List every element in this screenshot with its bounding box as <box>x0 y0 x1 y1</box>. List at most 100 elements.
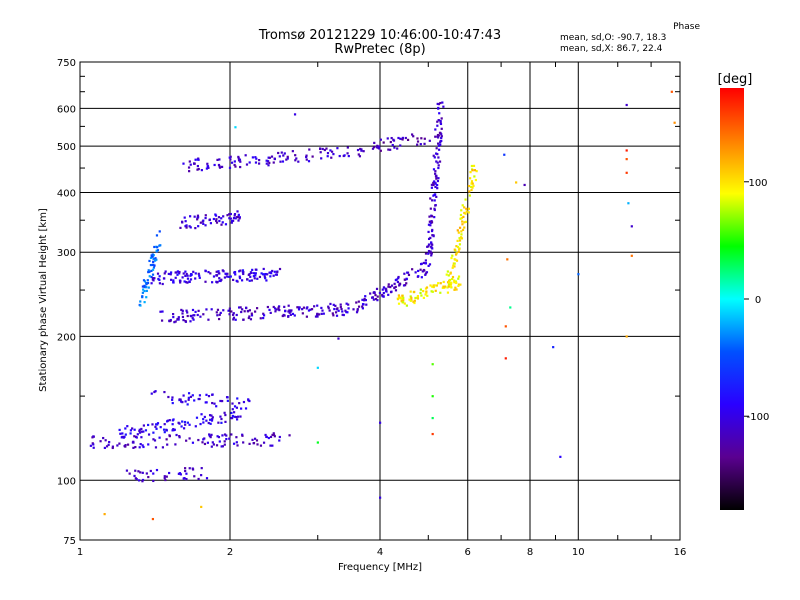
data-point <box>429 251 432 254</box>
data-point <box>470 188 473 192</box>
data-point <box>365 303 368 306</box>
data-point <box>231 414 234 418</box>
data-point <box>111 445 115 448</box>
data-point <box>99 440 102 443</box>
data-point <box>208 414 212 417</box>
data-point <box>165 438 168 441</box>
data-point <box>429 224 432 227</box>
data-point <box>448 278 452 282</box>
data-point <box>195 416 199 419</box>
data-point <box>158 275 161 278</box>
data-point <box>230 310 233 313</box>
data-point <box>416 140 420 143</box>
data-point <box>436 142 440 145</box>
data-point <box>356 148 360 152</box>
data-point <box>263 275 266 278</box>
data-point <box>379 496 382 499</box>
data-point <box>432 181 435 184</box>
data-point <box>431 247 434 250</box>
data-point <box>393 146 396 149</box>
data-point <box>435 147 438 150</box>
data-point <box>181 276 184 279</box>
data-point <box>205 308 208 311</box>
data-point <box>389 148 392 151</box>
data-point <box>142 430 145 433</box>
data-point <box>89 444 92 447</box>
data-point <box>427 264 430 267</box>
data-point <box>177 421 180 424</box>
data-point <box>210 308 213 311</box>
data-point <box>460 230 463 233</box>
data-point <box>199 422 202 426</box>
data-point <box>357 153 360 156</box>
data-point <box>175 433 178 437</box>
data-point <box>238 217 241 220</box>
data-point <box>437 156 440 159</box>
phase-stats-x-mode: mean, sd,X: 86.7, 22.4 <box>560 44 663 54</box>
data-point <box>413 301 416 305</box>
data-point <box>147 269 150 272</box>
data-point <box>150 282 153 285</box>
data-point <box>174 271 177 274</box>
data-point <box>398 295 401 298</box>
data-point <box>439 282 442 285</box>
data-point <box>239 165 242 169</box>
data-point <box>182 394 185 397</box>
data-point <box>171 401 174 405</box>
colorbar-tick-label: -100 <box>747 412 770 423</box>
data-point <box>228 307 231 310</box>
data-point <box>224 272 227 275</box>
data-point <box>359 147 362 151</box>
data-point <box>108 440 111 444</box>
data-point <box>233 214 236 217</box>
data-point <box>179 226 182 229</box>
data-point <box>442 285 445 288</box>
data-point <box>231 402 234 405</box>
data-point <box>141 471 144 474</box>
data-point <box>142 288 145 291</box>
data-point <box>442 280 445 284</box>
data-point <box>220 217 223 220</box>
data-point <box>262 441 266 444</box>
data-point <box>221 445 224 448</box>
data-point <box>205 477 209 480</box>
data-point <box>168 435 171 438</box>
data-point <box>407 273 411 277</box>
data-point <box>219 279 222 283</box>
data-point <box>357 305 361 308</box>
data-point <box>471 182 474 185</box>
data-point <box>152 438 155 441</box>
data-point <box>267 156 270 159</box>
data-point <box>150 254 153 257</box>
data-point <box>181 401 184 404</box>
data-point <box>362 150 365 153</box>
data-point <box>419 288 422 291</box>
data-point <box>153 245 156 249</box>
data-point <box>347 303 350 306</box>
data-point <box>151 423 154 426</box>
data-point <box>420 294 423 297</box>
data-point <box>202 418 205 421</box>
data-point <box>413 290 416 294</box>
data-point <box>451 277 454 281</box>
data-point <box>163 475 166 478</box>
data-point <box>436 187 439 190</box>
data-point <box>183 280 186 283</box>
data-point <box>230 411 233 415</box>
data-point <box>437 166 440 170</box>
data-point <box>189 226 192 229</box>
data-point <box>268 308 271 311</box>
data-point <box>248 399 251 403</box>
data-point <box>152 260 155 263</box>
data-point <box>341 313 344 316</box>
data-point <box>375 145 378 148</box>
data-point <box>375 287 379 291</box>
data-point <box>207 270 210 274</box>
data-point <box>447 285 451 288</box>
data-point <box>416 297 420 300</box>
data-point <box>459 213 463 217</box>
data-point <box>158 278 161 282</box>
data-point <box>247 273 250 277</box>
data-point <box>453 265 456 268</box>
data-point <box>148 259 151 263</box>
